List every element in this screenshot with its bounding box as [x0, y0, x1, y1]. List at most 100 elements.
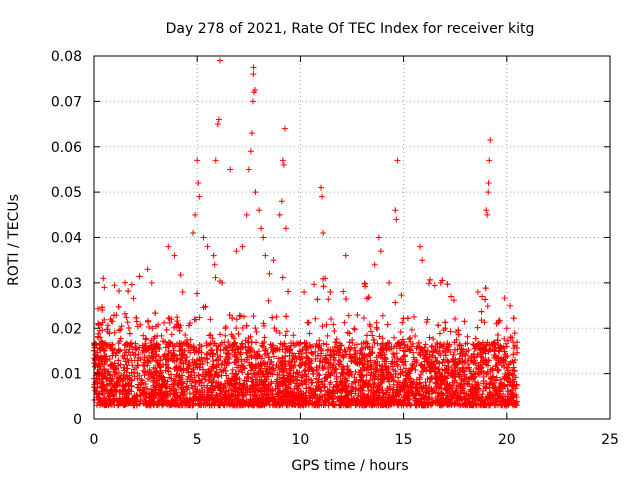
data-point	[196, 314, 203, 321]
data-point	[411, 392, 418, 399]
data-point	[457, 390, 464, 397]
data-point	[113, 379, 120, 386]
data-point	[429, 398, 436, 405]
data-point	[412, 384, 419, 391]
data-point	[388, 400, 395, 407]
data-point	[329, 395, 336, 402]
data-point	[482, 396, 489, 403]
data-point	[280, 393, 287, 400]
data-point	[343, 377, 350, 384]
data-point	[456, 355, 463, 362]
data-point	[144, 385, 151, 392]
data-point	[290, 332, 297, 339]
data-point	[474, 324, 481, 331]
data-point	[357, 358, 364, 365]
data-point	[452, 315, 459, 322]
data-point	[491, 352, 498, 359]
data-point	[238, 341, 245, 348]
data-point	[421, 355, 428, 362]
data-point	[337, 401, 344, 408]
data-point	[229, 366, 236, 373]
data-point	[413, 376, 420, 383]
data-point	[208, 379, 215, 386]
data-point	[259, 370, 266, 377]
data-point	[260, 343, 267, 350]
data-point	[174, 314, 181, 321]
data-point	[112, 352, 119, 359]
data-point	[158, 369, 165, 376]
data-point	[96, 369, 103, 376]
data-point	[319, 323, 326, 330]
data-point	[471, 345, 478, 352]
data-point	[162, 367, 169, 374]
data-point	[151, 333, 158, 340]
data-point	[252, 355, 259, 362]
data-point	[384, 387, 391, 394]
data-point	[279, 354, 286, 361]
data-point	[442, 352, 449, 359]
data-point	[141, 354, 148, 361]
data-point	[147, 402, 154, 409]
data-point	[379, 335, 386, 342]
data-point	[364, 393, 371, 400]
data-point	[297, 362, 304, 369]
data-point	[239, 366, 246, 373]
data-point	[92, 357, 99, 364]
data-point	[332, 343, 339, 350]
data-point	[378, 397, 385, 404]
data-point	[502, 351, 509, 358]
data-point	[261, 322, 268, 329]
data-point	[134, 323, 141, 330]
data-point	[176, 402, 183, 409]
data-point	[165, 314, 172, 321]
data-point	[434, 358, 441, 365]
data-point	[160, 396, 167, 403]
data-point	[361, 391, 368, 398]
data-point	[430, 336, 437, 343]
data-point	[501, 348, 508, 355]
data-point	[370, 336, 377, 343]
data-point	[173, 364, 180, 371]
data-point	[254, 387, 261, 394]
data-point	[511, 367, 518, 374]
data-point	[377, 379, 384, 386]
data-point	[345, 312, 352, 319]
data-point	[316, 358, 323, 365]
data-point	[325, 296, 332, 303]
data-point	[350, 395, 357, 402]
data-point	[151, 341, 158, 348]
data-point	[357, 367, 364, 374]
data-point	[423, 351, 430, 358]
data-point	[512, 385, 519, 392]
data-point	[184, 336, 191, 343]
data-point	[292, 373, 299, 380]
data-point	[246, 359, 253, 366]
data-point	[432, 399, 439, 406]
data-point	[231, 359, 238, 366]
data-point	[148, 370, 155, 377]
data-point	[147, 340, 154, 347]
data-point	[479, 339, 486, 346]
data-point	[397, 370, 404, 377]
data-point	[231, 380, 238, 387]
data-point	[188, 372, 195, 379]
data-point	[224, 350, 231, 357]
data-point	[360, 315, 367, 322]
data-point	[405, 387, 412, 394]
data-point	[492, 344, 499, 351]
data-point	[413, 385, 420, 392]
data-point	[301, 378, 308, 385]
data-point	[131, 393, 138, 400]
data-point	[228, 382, 235, 389]
data-point	[436, 330, 443, 337]
data-point	[193, 361, 200, 368]
data-point	[197, 391, 204, 398]
data-point	[357, 347, 364, 354]
data-point	[126, 330, 133, 337]
data-point	[494, 331, 501, 338]
data-point	[482, 296, 489, 303]
data-point	[116, 287, 123, 294]
data-point	[441, 374, 448, 381]
data-point	[379, 372, 386, 379]
data-point	[140, 332, 147, 339]
